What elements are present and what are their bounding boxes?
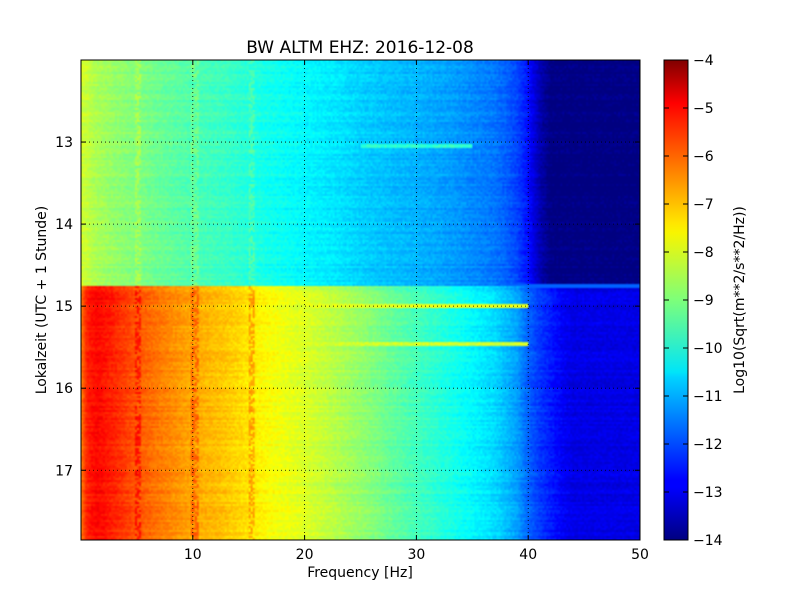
x-tick-label: 20 bbox=[296, 547, 314, 563]
grid-lines bbox=[81, 60, 640, 540]
x-tick-label: 30 bbox=[407, 547, 425, 563]
colorbar-tick-label: −10 bbox=[693, 341, 723, 357]
y-tick-label: 15 bbox=[55, 299, 73, 315]
x-axis-title: Frequency [Hz] bbox=[307, 565, 413, 581]
colorbar-tick-label: −9 bbox=[693, 293, 714, 309]
x-tick-label: 50 bbox=[631, 547, 649, 563]
x-tick-label: 10 bbox=[184, 547, 202, 563]
y-tick-label: 13 bbox=[55, 135, 73, 151]
colorbar-tick-label: −13 bbox=[693, 485, 723, 501]
colorbar-tick-label: −5 bbox=[693, 101, 714, 117]
plot-area bbox=[81, 60, 640, 540]
y-tick-label: 17 bbox=[55, 463, 73, 479]
chart-title: BW ALTM EHZ: 2016-12-08 bbox=[246, 38, 474, 58]
x-axis: 10 20 30 40 50 bbox=[184, 60, 649, 563]
plot-frame bbox=[80, 59, 641, 541]
colorbar-ticks: −4 −5 −6 −7 −8 −9 −10 −11 −12 −13 −14 bbox=[664, 53, 723, 549]
colorbar-title: Log10(Sqrt(m**2/s**2/Hz)) bbox=[732, 206, 748, 394]
y-tick-label: 16 bbox=[55, 381, 73, 397]
colorbar-tick-label: −7 bbox=[693, 197, 714, 213]
colorbar-tick-label: −8 bbox=[693, 245, 714, 261]
spectrogram-heatmap bbox=[81, 60, 640, 540]
colorbar-tick-label: −6 bbox=[693, 149, 714, 165]
y-axis: 13 14 15 16 17 bbox=[55, 135, 640, 479]
y-tick-label: 14 bbox=[55, 217, 73, 233]
colorbar: −4 −5 −6 −7 −8 −9 −10 −11 −12 −13 −14 Log10(Sqrt(m… bbox=[663, 53, 748, 549]
colorbar-tick-label: −14 bbox=[693, 533, 723, 549]
x-tick-label: 40 bbox=[519, 547, 537, 563]
colorbar-tick-label: −4 bbox=[693, 53, 714, 69]
y-axis-title: Lokalzeit (UTC + 1 Stunde) bbox=[34, 206, 50, 395]
colorbar-tick-label: −11 bbox=[693, 389, 723, 405]
colorbar-tick-label: −12 bbox=[693, 437, 723, 453]
